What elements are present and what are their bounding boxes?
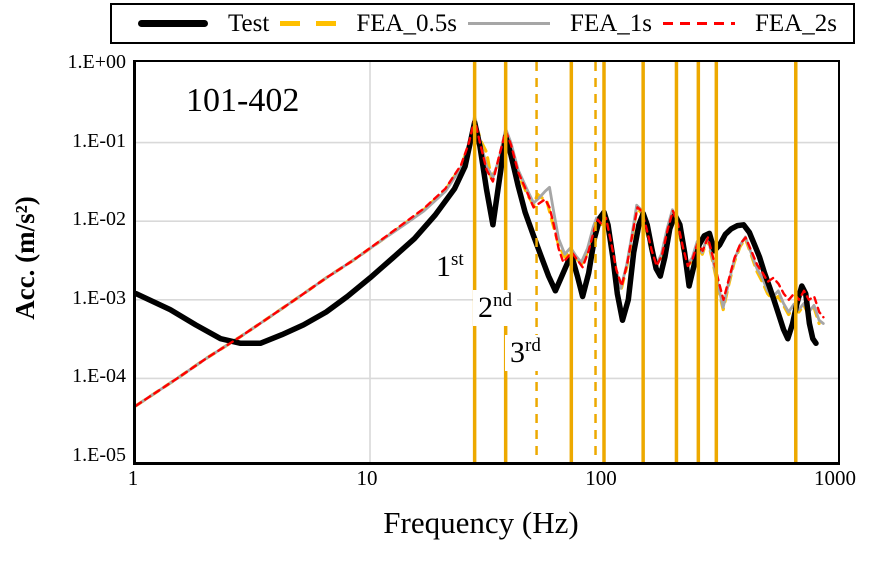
panel-title: 101-402	[186, 82, 300, 119]
legend-label-test: Test	[228, 10, 270, 37]
plot-area	[133, 60, 840, 465]
y-axis-title: Acc. (m/s²)	[10, 196, 40, 320]
x-tick-label: 100	[585, 466, 617, 490]
x-tick-label: 10	[356, 466, 378, 490]
y-tick-label: 1.E-05	[72, 444, 126, 466]
legend-label-fea2: FEA_2s	[755, 10, 837, 37]
test-line-sample-icon	[138, 20, 208, 27]
x-tick-label: 1000	[814, 466, 856, 490]
y-tick-label: 1.E-03	[72, 286, 126, 309]
legend-label-fea1: FEA_1s	[570, 10, 653, 37]
ordinal-suffix: rd	[525, 335, 541, 356]
x-tick-label: 1	[127, 466, 139, 490]
series-fea-2s	[136, 117, 825, 407]
legend-label-fea05: FEA_0.5s	[356, 10, 458, 37]
legend-item-fea05: FEA_0.5s	[280, 11, 457, 36]
fea2-line-sample-icon	[663, 22, 736, 25]
mode-annotation-2nd: 2nd	[473, 290, 517, 326]
fea1-line-sample-icon	[468, 22, 551, 25]
x-axis-title: Frequency (Hz)	[383, 505, 579, 540]
legend-item-test: Test	[138, 11, 269, 36]
mode-annotation-3rd: 3rd	[505, 335, 546, 371]
legend-item-fea2: FEA_2s	[663, 11, 837, 36]
plot-canvas	[136, 62, 838, 462]
ordinal-suffix: st	[451, 249, 464, 270]
y-tick-label: 1.E-02	[72, 208, 126, 231]
legend: Test FEA_0.5s FEA_1s FEA_2s	[110, 3, 855, 44]
y-tick-label: 1.E-04	[72, 365, 126, 388]
mode-annotation-1st: 1st	[431, 249, 469, 285]
series-test	[136, 119, 819, 347]
y-tick-label: 1.E+00	[67, 51, 127, 73]
y-tick-label: 1.E-01	[72, 129, 126, 152]
ordinal-suffix: nd	[493, 290, 512, 311]
legend-item-fea1: FEA_1s	[468, 11, 652, 36]
fea05-line-sample-icon	[280, 21, 337, 26]
